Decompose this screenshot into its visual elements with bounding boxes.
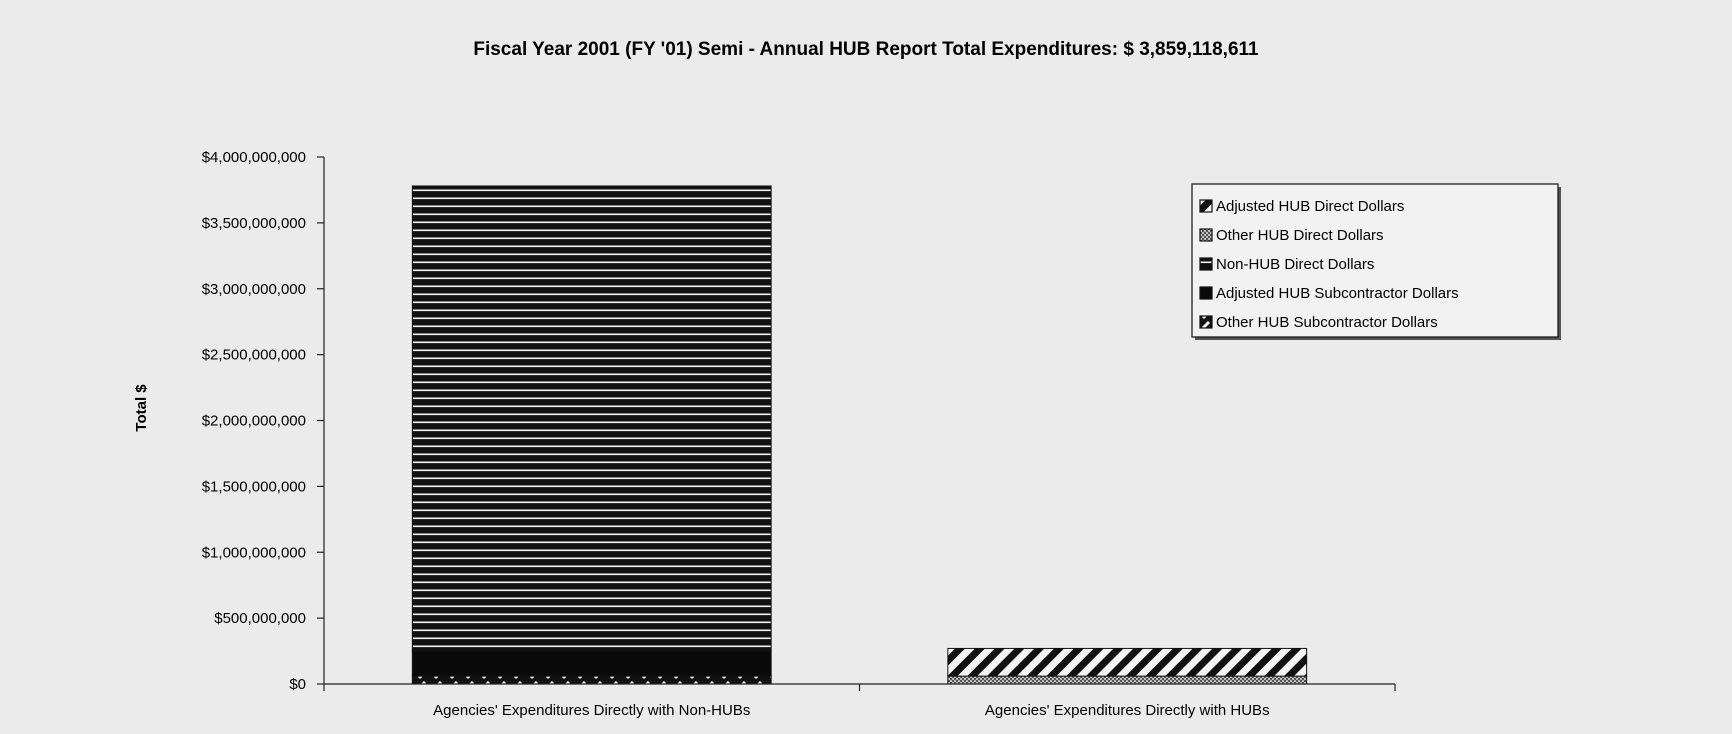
legend-label: Adjusted HUB Direct Dollars	[1216, 198, 1404, 215]
bar-segment	[411, 185, 772, 652]
legend-label: Adjusted HUB Subcontractor Dollars	[1216, 285, 1459, 302]
y-axis: $0 $500,000,000 $1,000,000,000 $1,500,000,0…	[202, 149, 325, 693]
y-tick-label: $1,500,000,000	[202, 478, 306, 495]
bar-segment	[947, 675, 1308, 685]
legend-label: Other HUB Direct Dollars	[1216, 227, 1384, 244]
y-tick-label: $0	[289, 676, 306, 693]
y-tick-label: $2,000,000,000	[202, 413, 306, 430]
bar-segment	[411, 650, 772, 677]
y-tick-label: $3,000,000,000	[202, 281, 306, 298]
legend-label: Non-HUB Direct Dollars	[1216, 256, 1374, 273]
x-tick-label: Agencies' Expenditures Directly with Non…	[433, 702, 750, 719]
y-tick-label: $2,500,000,000	[202, 347, 306, 364]
y-tick-label: $1,000,000,000	[202, 544, 306, 561]
y-axis-label: Total $	[133, 384, 150, 432]
bar-segment	[947, 647, 1308, 677]
legend-swatch	[1199, 286, 1213, 300]
legend-swatch	[1199, 257, 1213, 271]
legend-box	[1191, 183, 1559, 338]
chart-title: Fiscal Year 2001 (FY '01) Semi - Annual …	[473, 39, 1259, 60]
y-tick-label: $500,000,000	[214, 610, 306, 627]
y-tick-label: $4,000,000,000	[202, 149, 306, 166]
legend-label: Other HUB Subcontractor Dollars	[1216, 314, 1438, 331]
legend: Adjusted HUB Direct Dollars Other HUB Dir…	[1191, 183, 1561, 340]
x-tick-label: Agencies' Expenditures Directly with HUB…	[985, 702, 1270, 719]
legend-swatch	[1199, 228, 1213, 242]
bar-segment	[411, 675, 772, 685]
x-axis: Agencies' Expenditures Directly with Non…	[323, 683, 1396, 719]
legend-swatch	[1199, 315, 1213, 329]
y-tick-label: $3,500,000,000	[202, 215, 306, 232]
legend-swatch	[1199, 199, 1213, 213]
plot-area	[411, 185, 1308, 685]
